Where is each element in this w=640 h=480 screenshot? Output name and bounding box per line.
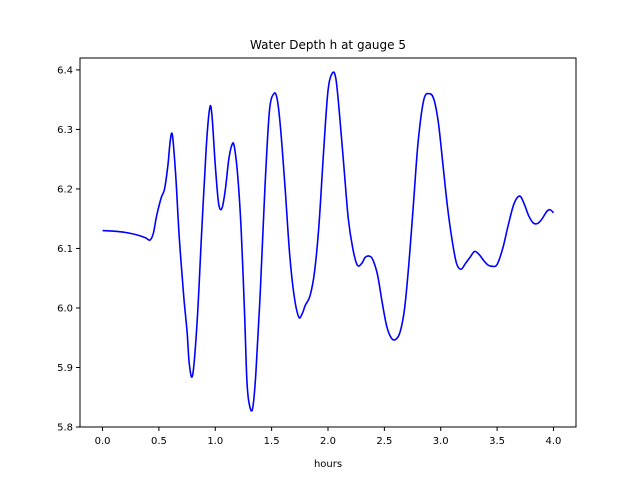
x-tick-label: 1.5: [264, 436, 280, 447]
x-tick-label: 4.0: [546, 436, 562, 447]
x-tick-label: 3.0: [433, 436, 449, 447]
x-axis-label: hours: [314, 459, 342, 470]
x-tick-label: 2.5: [376, 436, 392, 447]
x-tick-label: 2.0: [320, 436, 336, 447]
x-tick-label: 1.0: [207, 436, 223, 447]
y-tick-label: 5.9: [57, 363, 73, 374]
x-tick-label: 3.5: [489, 436, 505, 447]
x-tick-label: 0.0: [95, 436, 111, 447]
plot-area-frame: [79, 57, 577, 428]
y-tick-label: 5.8: [57, 423, 73, 434]
chart-title: Water Depth h at gauge 5: [250, 38, 406, 52]
y-tick-label: 6.1: [57, 244, 73, 255]
y-tick-label: 6.2: [57, 184, 73, 195]
y-axis-ticks: 5.8 5.9 6.0 6.1 6.2 6.3 6.4: [57, 65, 80, 434]
x-tick-label: 0.5: [151, 436, 167, 447]
y-tick-label: 6.0: [57, 303, 73, 314]
x-axis-ticks: 0.0 0.5 1.0 1.5 2.0 2.5 3.0 3.5 4.0: [95, 427, 562, 447]
y-tick-label: 6.4: [57, 65, 73, 76]
y-tick-label: 6.3: [57, 125, 73, 136]
series-line: [102, 71, 555, 412]
series-layer: [102, 71, 555, 412]
